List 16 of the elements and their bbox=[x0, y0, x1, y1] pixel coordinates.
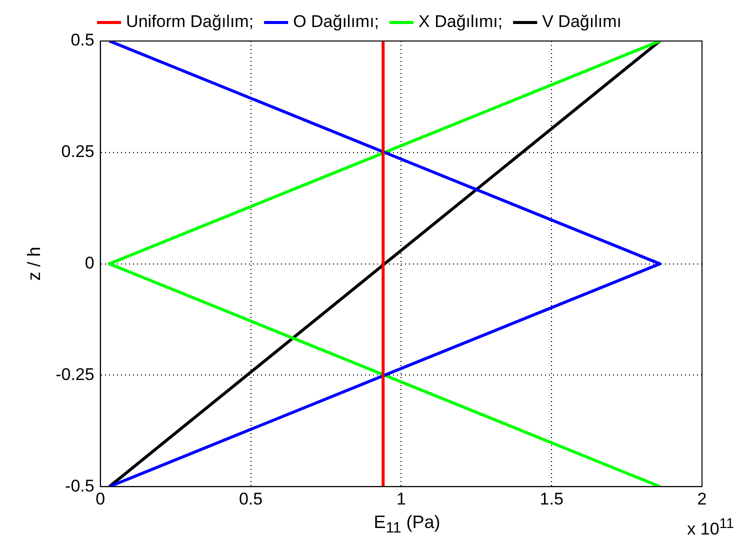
x-tick-label: 0.5 bbox=[238, 489, 263, 508]
legend-label: O Dağılımı; bbox=[293, 12, 380, 32]
y-tick-label: 0.5 bbox=[70, 30, 94, 50]
y-tick-label: 0 bbox=[84, 253, 94, 272]
text: x 10$^{11}$ bbox=[687, 516, 734, 540]
x-axis-title: E$_{11}$ (Pa) bbox=[374, 512, 440, 537]
y-tick-label: 0.25 bbox=[61, 142, 94, 162]
x-tick-label: 2 bbox=[697, 489, 707, 508]
y-axis-title: z / h bbox=[24, 246, 44, 281]
x-tick-label: 1 bbox=[396, 489, 406, 508]
legend-label: V Dağılımı bbox=[542, 12, 622, 32]
legend-label: Uniform Dağılım; bbox=[126, 12, 254, 32]
x-tick-label: 1.5 bbox=[540, 489, 564, 508]
y-tick-label: -0.5 bbox=[65, 476, 94, 496]
y-tick-label: -0.25 bbox=[56, 364, 94, 384]
legend-label: X Dağılımı; bbox=[418, 12, 503, 32]
